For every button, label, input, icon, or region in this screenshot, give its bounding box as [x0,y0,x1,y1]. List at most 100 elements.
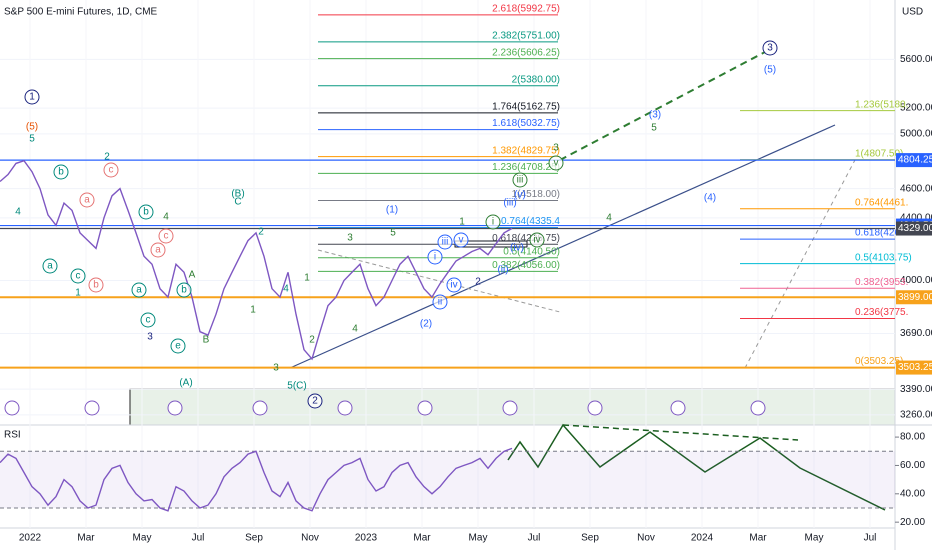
wave-label: 1 [304,273,310,284]
wave-label: (5) [764,65,776,76]
wave-circle [150,242,166,258]
x-tick-label: Jul [192,533,205,544]
wave-label: 1 [29,92,35,103]
wave-label: (ii) [497,265,508,276]
x-tick-label: 2023 [355,533,378,544]
x-tick-label: Sep [245,533,263,544]
wave-label: (2) [420,319,432,330]
chart-title: S&P 500 E-mini Futures, 1D, CME [4,7,158,18]
x-tick-label: Mar [77,533,95,544]
x-tick-label: Mar [413,533,431,544]
projection [559,51,766,161]
wave-circle [53,164,69,180]
wave-label: 4 [283,284,289,295]
price-tag [896,221,932,236]
price-tag-label: 4804.25 [898,155,932,166]
price-tag [896,360,932,375]
wave-label: 1 [250,305,256,316]
x-tick-label: Jul [528,533,541,544]
wave-circle [170,338,186,354]
wave-label: 5(C) [287,381,306,392]
wave-label: i [492,217,494,228]
x-tick-label: Sep [581,533,599,544]
x-tick-label: May [133,533,152,544]
price-tag [896,290,932,305]
wave-label: b [93,280,99,291]
fib-label: 0.618(4260. [855,228,908,239]
price-tag [896,153,932,168]
wave-label: e [175,341,181,352]
wave-label: ii [438,297,442,308]
wave-circle [70,268,86,284]
fib-label: 2.618(5992.75) [492,4,560,15]
wave-label: (A) [179,378,192,389]
wave-label: (B) [231,189,244,200]
fib-label: 0.5(4103.75) [855,252,912,263]
rsi-tick-label: 80.00 [900,432,925,443]
price-tag-label: 4329.00 [898,223,932,234]
wave-label: b [58,167,64,178]
wave-circle [131,282,147,298]
x-tick-label: Jul [864,533,877,544]
wave-label: (v) [514,190,526,201]
x-tick-label: Nov [637,533,655,544]
wave-label: a [155,245,161,256]
fib-label: 1(4807.50) [855,148,903,159]
fib-label: 1(4518.00) [512,189,560,200]
wave-label: 2 [309,335,315,346]
wave-circle [158,228,174,244]
rsi-title: RSI [4,430,21,441]
x-tick-label: May [469,533,488,544]
x-tick-label: 2024 [691,533,714,544]
wave-label: 4 [606,213,612,224]
wave-label: 5 [29,134,35,145]
wave-label: iv [533,235,540,246]
wave-label: 2 [104,152,110,163]
wave-circle [437,234,453,250]
wave-circle [307,393,323,409]
rsi-projection [507,423,886,511]
wave-label: a [47,261,53,272]
x-tick-label: Mar [749,533,767,544]
wave-label: (iii) [503,198,516,209]
fib-label: 2.382(5751.00) [492,31,560,42]
wave-label: iii [442,237,449,248]
wave-label: b [143,207,149,218]
y-tick-label: 4600.00 [900,183,932,194]
fib-label: 1.236(4708.25) [492,162,560,173]
y-tick-label: 3390.00 [900,384,932,395]
x-tick-label: 2022 [19,533,42,544]
fib-label: 0.5(4140.50) [503,246,560,257]
y-tick-label: 4000.00 [900,275,932,286]
wave-circle [427,249,443,265]
wave-label: 1 [75,288,81,299]
wave-label: (4) [704,193,716,204]
wave-label: 3 [147,332,153,343]
trendline [289,124,836,369]
fib-label: 1.236(5180. [855,99,908,110]
fib-label: 0.618(4226.75) [492,233,560,244]
wave-label: b [181,285,187,296]
fib-label: 1.618(5032.75) [492,118,560,129]
wave-label: 1 [459,217,465,228]
wave-circle [88,277,104,293]
fib-label: 0.764(4335.4 [501,216,560,227]
y-tick-label: 3690.00 [900,328,932,339]
wave-label: 5 [390,228,396,239]
price-tag-label: 3899.00 [898,292,932,303]
price-tag-label: 3503.25 [898,362,932,373]
wave-label: 3 [553,143,559,154]
wave-label: i [434,252,436,263]
x-tick-label: May [805,533,824,544]
wave-circle [103,162,119,178]
event-icons [4,400,766,416]
wave-label: a [84,195,90,206]
wave-label: c [109,165,114,176]
wave-circle [140,312,156,328]
wave-label: (3) [649,110,661,121]
fib-label: 0.236(3775. [855,307,908,318]
wave-circle [453,232,469,248]
wave-label: c [164,231,169,242]
wave-circle [762,40,778,56]
